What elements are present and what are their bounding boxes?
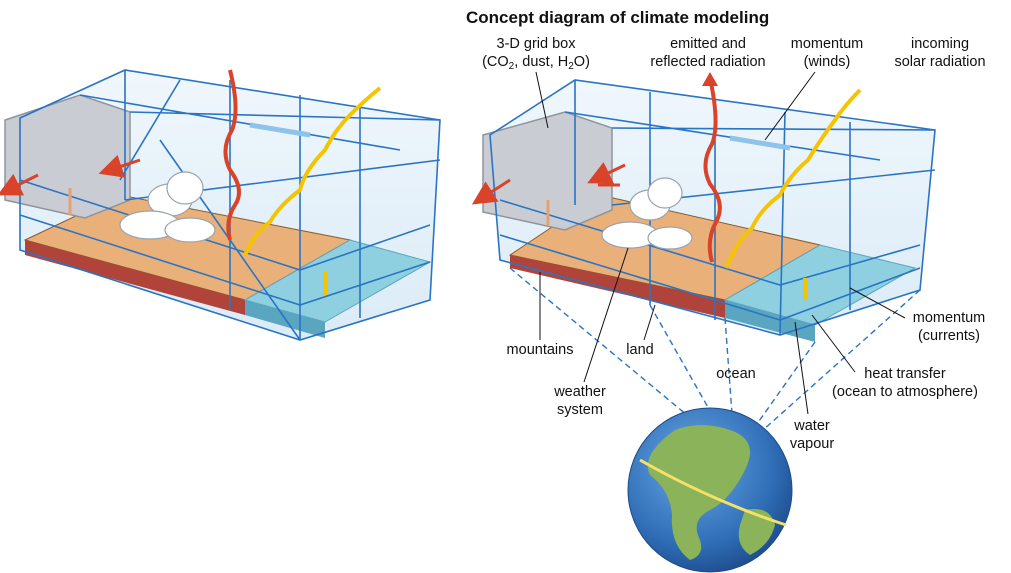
label-heat-transfer: heat transfer (ocean to atmosphere): [811, 314, 978, 400]
svg-text:(winds): (winds): [804, 54, 851, 70]
label-currents: momentum (currents): [849, 287, 986, 344]
svg-text:(currents): (currents): [918, 328, 980, 344]
svg-text:emitted and: emitted and: [670, 36, 746, 52]
svg-text:system: system: [557, 402, 603, 418]
svg-text:water: water: [793, 418, 830, 434]
label-weather-system: weather system: [553, 247, 629, 418]
svg-text:reflected radiation: reflected radiation: [650, 54, 765, 70]
label-land: land: [626, 304, 656, 358]
svg-text:(CO2, dust, H2O): (CO2, dust, H2O): [482, 54, 590, 72]
label-mountains: mountains: [507, 272, 574, 358]
svg-text:heat transfer: heat transfer: [864, 366, 946, 382]
svg-text:mountains: mountains: [507, 342, 574, 358]
label-ocean: ocean: [716, 366, 756, 382]
svg-text:ocean: ocean: [716, 366, 756, 382]
label-radiation: emitted and reflected radiation: [650, 36, 765, 70]
svg-text:vapour: vapour: [790, 436, 835, 452]
svg-text:(ocean to atmosphere): (ocean to atmosphere): [832, 384, 978, 400]
svg-text:3-D grid box: 3-D grid box: [497, 36, 577, 52]
svg-text:momentum: momentum: [913, 310, 986, 326]
svg-text:solar radiation: solar radiation: [894, 54, 985, 70]
diagram-title: Concept diagram of climate modeling: [466, 8, 769, 27]
label-solar: incoming solar radiation: [894, 36, 985, 70]
svg-text:weather: weather: [553, 384, 606, 400]
globe-icon: [627, 407, 793, 573]
left-grid-box-model: [0, 69, 441, 341]
svg-text:incoming: incoming: [911, 36, 969, 52]
svg-text:land: land: [626, 342, 653, 358]
label-water-vapour: water vapour: [790, 321, 835, 452]
label-grid-box: 3-D grid box (CO2, dust, H2O): [482, 36, 590, 129]
cloud-icon: [601, 177, 693, 250]
label-winds: momentum (winds): [764, 36, 864, 141]
svg-text:momentum: momentum: [791, 36, 864, 52]
cloud-icon: [119, 171, 216, 243]
